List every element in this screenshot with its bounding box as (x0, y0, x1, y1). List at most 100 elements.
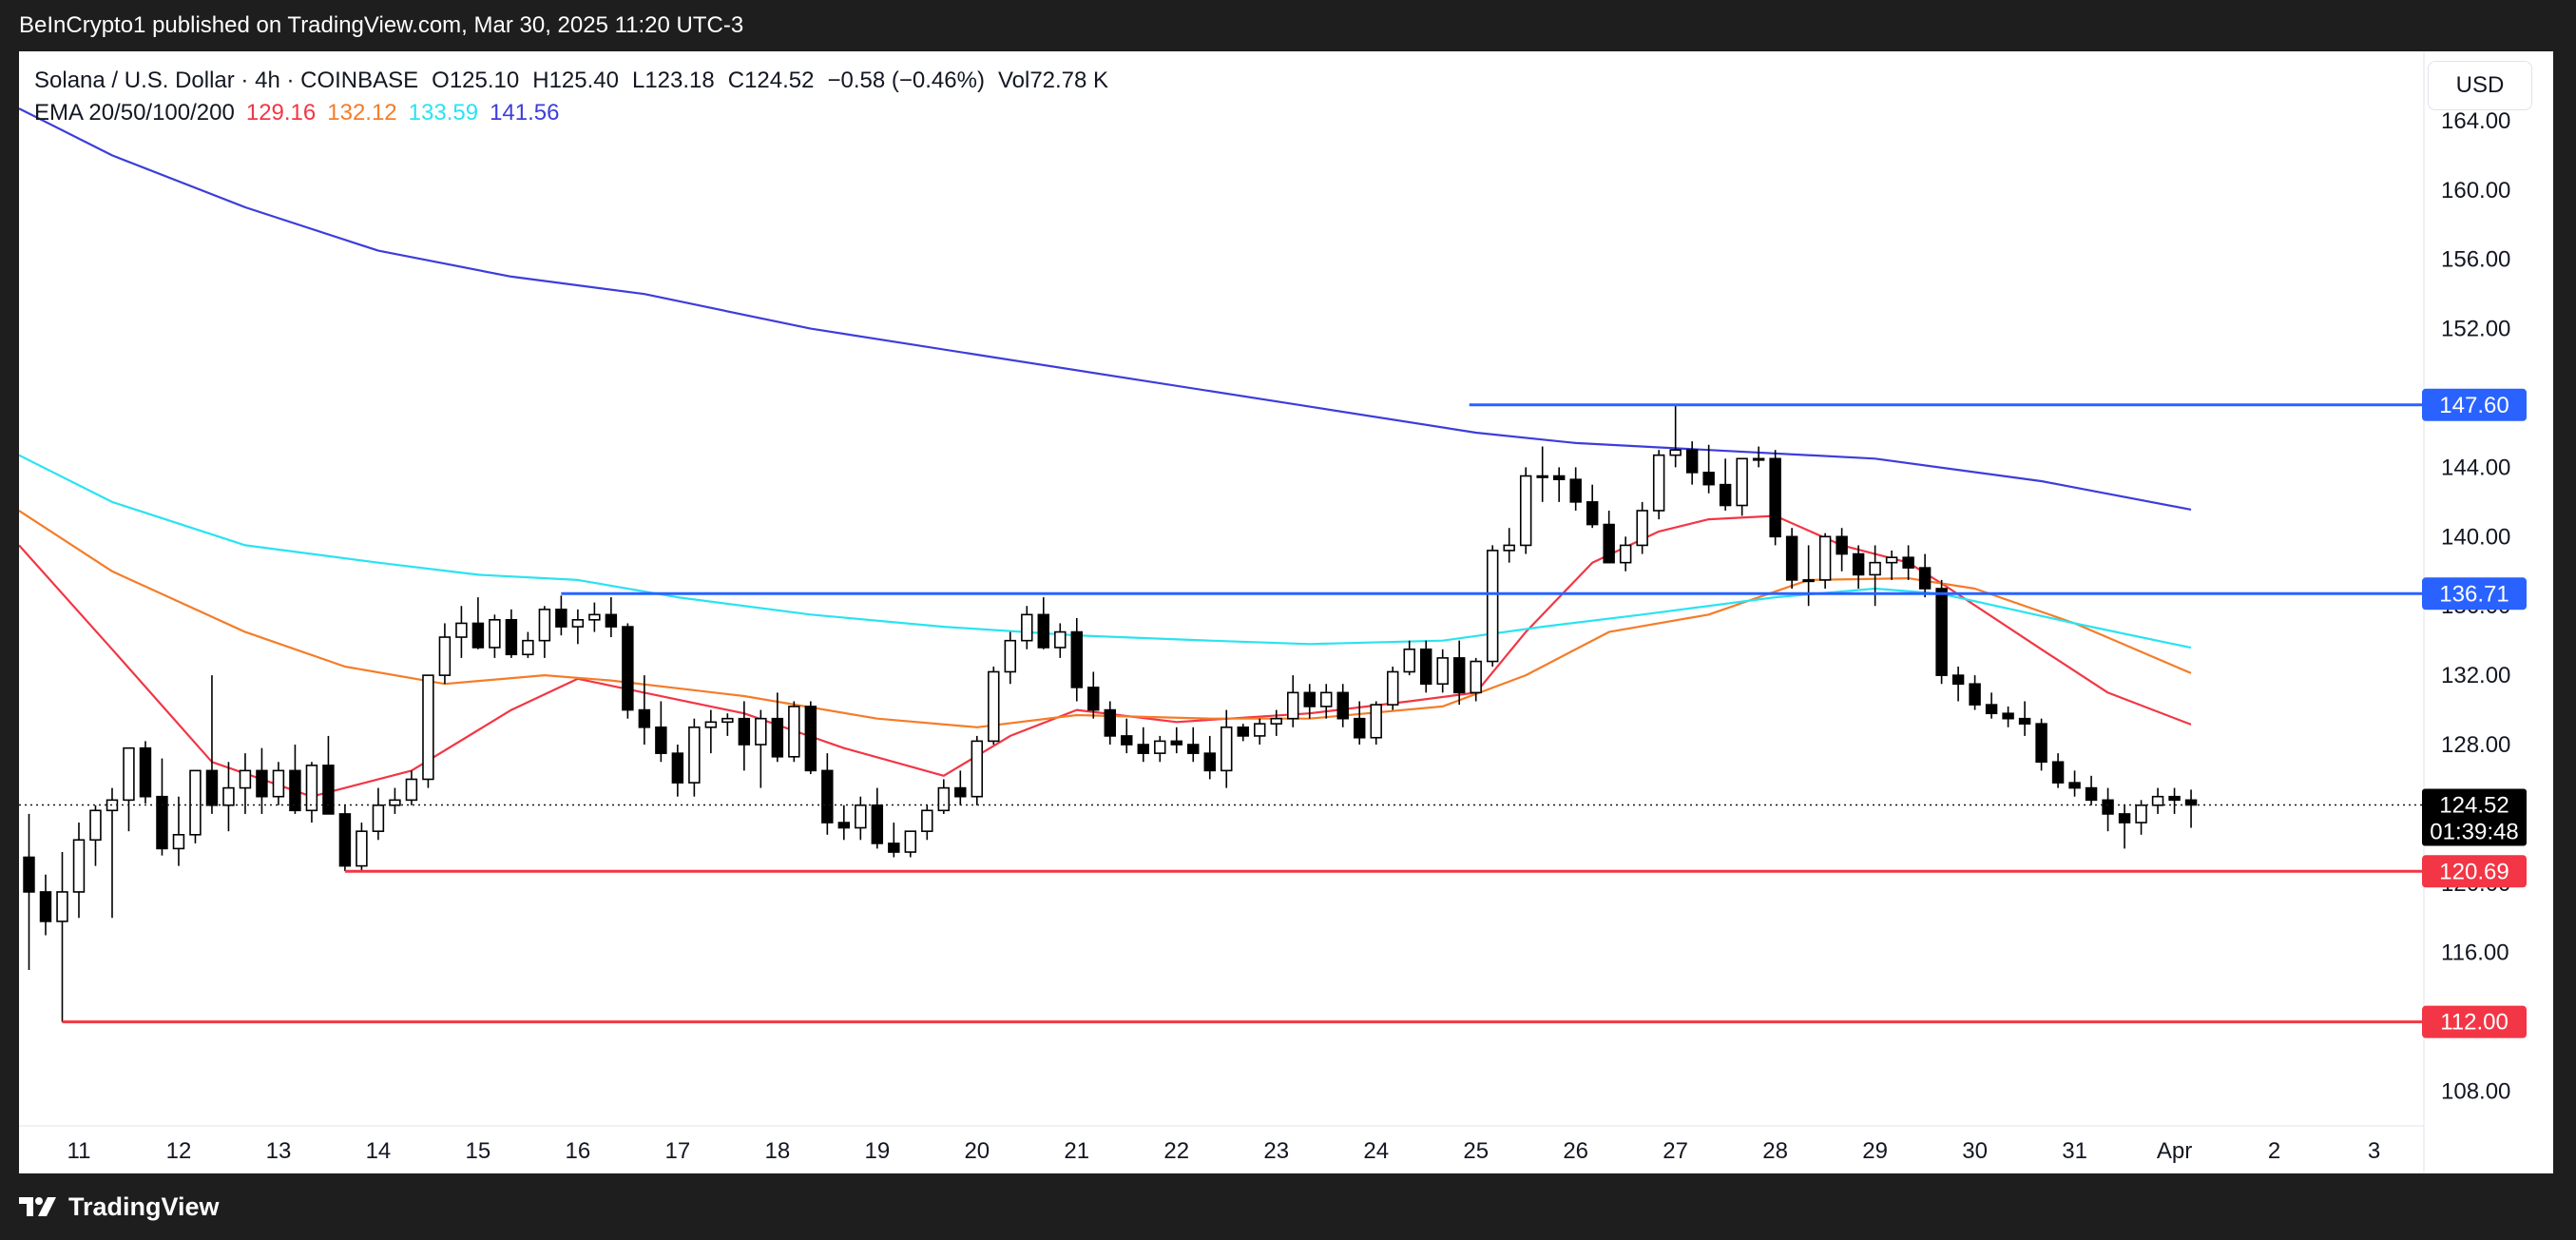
candle-48 (821, 753, 834, 835)
candle-104 (1752, 446, 1765, 468)
candle-body (1021, 613, 1033, 642)
candle-body (1902, 556, 1914, 569)
candle-body (638, 708, 651, 728)
candle-23 (405, 770, 418, 805)
legend-symbol: Solana / U.S. Dollar · 4h · COINBASE (34, 68, 419, 93)
candle-76 (1287, 675, 1299, 727)
footer-brand[interactable]: TradingView (68, 1192, 220, 1221)
x-tick-label-1: 12 (166, 1138, 192, 1164)
candle-130 (2184, 789, 2198, 828)
candle-body (2151, 795, 2164, 806)
candle-13 (239, 753, 252, 814)
candle-body (1802, 579, 1815, 583)
candle-51 (871, 787, 884, 849)
x-tick-label-2: 13 (266, 1138, 292, 1164)
legend-ema200-value: 141.56 (490, 100, 560, 126)
candle-11 (205, 675, 219, 814)
candle-body (123, 746, 135, 802)
candle-80 (1353, 701, 1366, 746)
candle-body (1353, 717, 1366, 739)
candle-body (2135, 804, 2147, 823)
candle-body (1287, 691, 1299, 720)
tradingview-logo-icon (19, 1197, 56, 1216)
candle-body (405, 778, 418, 802)
candle-61 (1037, 597, 1050, 649)
candle-38 (655, 701, 667, 763)
candle-74 (1254, 718, 1266, 746)
candle-body (954, 786, 967, 798)
candle-body (1702, 472, 1715, 486)
candle-25 (438, 623, 452, 685)
candle-111 (1869, 545, 1881, 607)
candle-body (1685, 449, 1699, 474)
candle-5 (106, 787, 119, 919)
candle-63 (1070, 617, 1084, 702)
candle-65 (1104, 701, 1116, 746)
candle-19 (338, 804, 352, 872)
candle-body (855, 804, 867, 829)
candle-77 (1303, 684, 1316, 719)
candle-body (1203, 752, 1216, 772)
candle-body (1652, 454, 1665, 512)
candle-body (322, 765, 335, 815)
candle-109 (1836, 528, 1848, 572)
candle-body (2085, 786, 2098, 802)
candle-body (1303, 691, 1316, 707)
y-tick-label-9: 128.00 (2441, 732, 2510, 758)
candle-102 (1719, 458, 1732, 511)
x-tick-label-21: Apr (2157, 1138, 2192, 1164)
candle-87 (1470, 657, 1482, 702)
legend-ema20-value: 129.16 (245, 100, 317, 126)
candle-58 (988, 667, 1000, 746)
x-tick-label-5: 16 (566, 1138, 591, 1164)
support-120-tag-label: 120.69 (2439, 859, 2509, 884)
candle-body (1536, 475, 1548, 478)
candle-body (755, 717, 767, 746)
candle-21 (372, 787, 385, 841)
chart-frame[interactable]: 164.00160.00156.00152.00148.00144.00140.… (19, 51, 2553, 1173)
candle-93 (1569, 467, 1582, 511)
candle-body (2102, 799, 2114, 815)
candle-body (1569, 478, 1582, 503)
candle-3 (72, 823, 86, 919)
candle-body (2118, 813, 2131, 823)
candle-59 (1004, 631, 1017, 685)
candle-body (655, 727, 667, 754)
current-price-tag (2422, 788, 2527, 846)
candle-body (489, 619, 501, 649)
candle-35 (605, 597, 618, 638)
x-tick-label-14: 25 (1463, 1138, 1489, 1164)
candle-body (1104, 708, 1116, 737)
candle-body (2068, 782, 2081, 789)
candle-body (1669, 449, 1682, 456)
currency-button[interactable]: USD (2428, 61, 2532, 110)
legend-close: C124.52 (727, 68, 815, 93)
candle-body (2035, 723, 2047, 764)
candle-78 (1320, 684, 1333, 719)
y-tick-label-14: 108.00 (2441, 1079, 2510, 1105)
candle-91 (1536, 446, 1548, 502)
candle-18 (322, 735, 335, 815)
candle-4 (89, 804, 102, 866)
x-tick-label-7: 18 (764, 1138, 790, 1164)
y-tick-label-8: 132.00 (2441, 663, 2510, 688)
candle-20 (356, 823, 368, 872)
candle-body (1154, 740, 1166, 754)
candle-body (1619, 544, 1632, 564)
candle-31 (538, 606, 551, 658)
candle-body (1436, 657, 1449, 686)
candle-41 (704, 709, 718, 754)
candle-24 (422, 674, 434, 788)
candle-97 (1636, 501, 1648, 554)
candle-body (422, 674, 434, 781)
candle-85 (1436, 649, 1449, 693)
candle-43 (738, 701, 751, 771)
candle-72 (1221, 709, 1233, 788)
candle-body (1470, 660, 1482, 694)
candle-body (172, 834, 185, 850)
candle-body (1552, 475, 1566, 480)
candle-body (289, 769, 301, 812)
candle-53 (904, 830, 917, 858)
candlestick-chart[interactable]: 164.00160.00156.00152.00148.00144.00140.… (19, 51, 2553, 1173)
x-tick-label-12: 23 (1263, 1138, 1289, 1164)
